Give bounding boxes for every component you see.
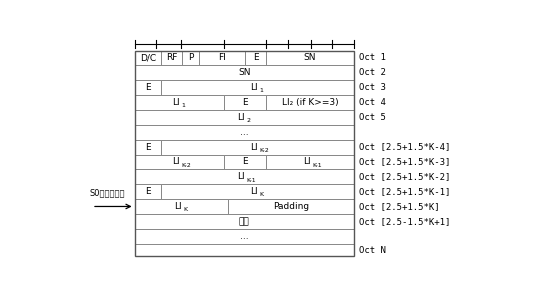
Text: 2: 2 bbox=[247, 118, 250, 123]
Text: E: E bbox=[243, 98, 248, 107]
Text: Oct 4: Oct 4 bbox=[359, 98, 386, 107]
Text: E: E bbox=[145, 143, 151, 152]
Text: 1: 1 bbox=[260, 89, 264, 93]
Text: ...: ... bbox=[240, 128, 249, 137]
Text: Oct N: Oct N bbox=[359, 246, 386, 255]
Text: E: E bbox=[145, 83, 151, 92]
Bar bbox=[161, 50, 182, 65]
Text: Oct [2.5+1.5*K-1]: Oct [2.5+1.5*K-1] bbox=[359, 187, 451, 196]
Text: Oct [2.5-1.5*K+1]: Oct [2.5-1.5*K+1] bbox=[359, 217, 451, 226]
Bar bbox=[182, 50, 199, 65]
Bar bbox=[135, 154, 224, 169]
Text: Oct 5: Oct 5 bbox=[359, 113, 386, 122]
Text: P: P bbox=[188, 53, 193, 62]
Text: S0的开始位置: S0的开始位置 bbox=[89, 188, 125, 197]
Bar bbox=[245, 50, 266, 65]
Text: LI: LI bbox=[250, 143, 258, 152]
Bar bbox=[135, 95, 224, 110]
Text: LI: LI bbox=[172, 98, 180, 107]
Text: LI: LI bbox=[250, 187, 258, 196]
Text: LI: LI bbox=[172, 157, 180, 167]
Bar bbox=[135, 199, 228, 214]
Bar bbox=[161, 80, 354, 95]
Text: RF: RF bbox=[166, 53, 177, 62]
Bar bbox=[135, 50, 161, 65]
Text: Oct [2.5+1.5*K]: Oct [2.5+1.5*K] bbox=[359, 202, 440, 211]
Text: FI: FI bbox=[219, 53, 226, 62]
Text: K-2: K-2 bbox=[260, 148, 270, 153]
Text: Padding: Padding bbox=[273, 202, 309, 211]
Bar bbox=[224, 95, 266, 110]
Text: Oct 1: Oct 1 bbox=[359, 53, 386, 62]
Bar bbox=[266, 95, 354, 110]
Text: Oct [2.5+1.5*K-2]: Oct [2.5+1.5*K-2] bbox=[359, 172, 451, 181]
Bar bbox=[228, 199, 354, 214]
Text: Oct 3: Oct 3 bbox=[359, 83, 386, 92]
Bar bbox=[135, 214, 354, 229]
Text: K: K bbox=[183, 207, 188, 212]
Text: K: K bbox=[260, 192, 264, 198]
Bar bbox=[135, 65, 354, 80]
Bar bbox=[199, 50, 245, 65]
Text: LI₂ (if K>=3): LI₂ (if K>=3) bbox=[282, 98, 338, 107]
Text: LI: LI bbox=[237, 172, 244, 181]
Text: SN: SN bbox=[304, 53, 316, 62]
Text: LI: LI bbox=[303, 157, 311, 167]
Text: Oct 2: Oct 2 bbox=[359, 68, 386, 77]
Text: ...: ... bbox=[240, 232, 249, 241]
Text: D/C: D/C bbox=[140, 53, 156, 62]
Bar bbox=[135, 229, 354, 244]
Text: Oct [2.5+1.5*K-4]: Oct [2.5+1.5*K-4] bbox=[359, 143, 451, 151]
Text: LI: LI bbox=[174, 202, 182, 211]
Bar bbox=[161, 140, 354, 154]
Bar bbox=[135, 50, 354, 256]
Text: Oct [2.5+1.5*K-3]: Oct [2.5+1.5*K-3] bbox=[359, 157, 451, 166]
Text: E: E bbox=[145, 187, 151, 196]
Text: K-2: K-2 bbox=[181, 163, 191, 168]
Bar bbox=[135, 80, 161, 95]
Bar bbox=[224, 154, 266, 169]
Text: K-1: K-1 bbox=[247, 178, 256, 183]
Text: SN: SN bbox=[238, 68, 250, 77]
Bar bbox=[135, 184, 161, 199]
Text: LI: LI bbox=[237, 113, 244, 122]
Text: E: E bbox=[243, 157, 248, 167]
Text: K-1: K-1 bbox=[312, 163, 322, 168]
Text: 1: 1 bbox=[181, 103, 185, 108]
Text: E: E bbox=[253, 53, 259, 62]
Bar bbox=[135, 125, 354, 140]
Bar bbox=[135, 169, 354, 184]
Text: LI: LI bbox=[250, 83, 258, 92]
Bar bbox=[135, 140, 161, 154]
Bar bbox=[266, 154, 354, 169]
Bar bbox=[161, 184, 354, 199]
Bar bbox=[266, 50, 354, 65]
Text: 数据: 数据 bbox=[239, 217, 249, 226]
Bar bbox=[135, 110, 354, 125]
